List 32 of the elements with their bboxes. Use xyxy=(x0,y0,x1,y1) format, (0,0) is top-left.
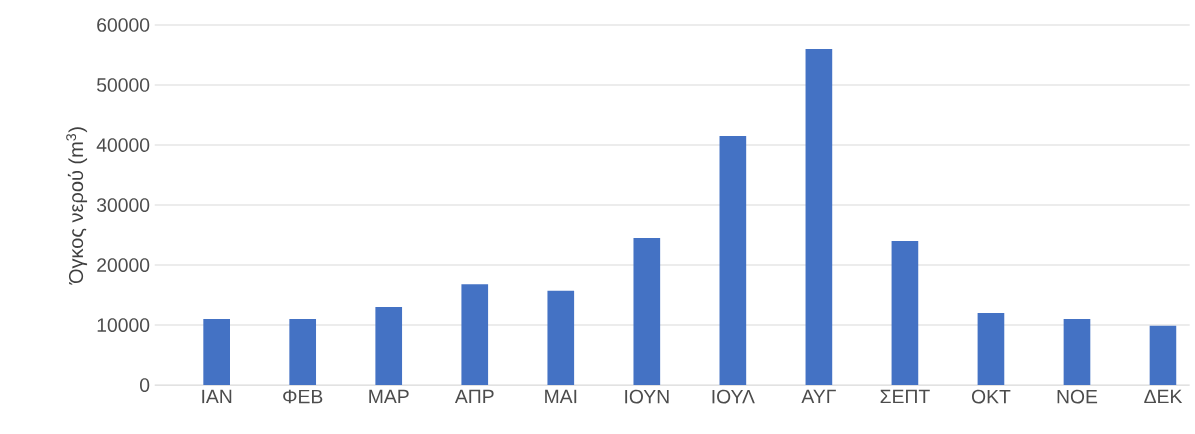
x-tick-label: ΦΕΒ xyxy=(283,389,323,404)
x-tick-label: ΔΕΚ xyxy=(1144,389,1183,404)
x-tick-label: ΝΟΕ xyxy=(1057,389,1098,404)
bar xyxy=(1149,325,1177,386)
x-tick-label: ΑΠΡ xyxy=(454,389,494,404)
bar xyxy=(547,290,575,386)
bar xyxy=(461,284,489,386)
x-tick-label: ΑΥΓ xyxy=(801,389,836,404)
x-tick-label: ΙΟΥΝ xyxy=(625,389,669,404)
x-tick-label: ΜΑΡ xyxy=(369,389,409,404)
x-tick-label: ΟΚΤ xyxy=(971,389,1011,404)
bar xyxy=(805,48,833,386)
bar xyxy=(375,307,403,386)
bar xyxy=(1063,319,1091,386)
y-tick-label: 30000 xyxy=(96,198,150,212)
bar xyxy=(977,313,1005,386)
x-tick-label: ΜΑΙ xyxy=(545,389,577,404)
bar xyxy=(719,135,747,386)
y-tick-label: 50000 xyxy=(97,78,150,92)
x-tick-label: ΙΟΥΛ xyxy=(712,389,755,404)
x-tick-label: ΣΕΠΤ xyxy=(880,389,930,404)
x-tick-label: ΙΑΝ xyxy=(202,389,232,404)
y-tick-label: 10000 xyxy=(97,318,150,332)
bar xyxy=(289,319,317,386)
y-axis-title: Όγκος νερού (m$^{3}$) xyxy=(66,127,88,285)
bar xyxy=(891,241,919,386)
y-tick-label: 40000 xyxy=(96,138,150,152)
y-tick-label: 60000 xyxy=(97,18,150,32)
bar xyxy=(633,238,661,386)
y-tick-label: 0 xyxy=(140,378,150,392)
y-tick-label: 20000 xyxy=(97,258,150,272)
bar xyxy=(203,319,230,386)
